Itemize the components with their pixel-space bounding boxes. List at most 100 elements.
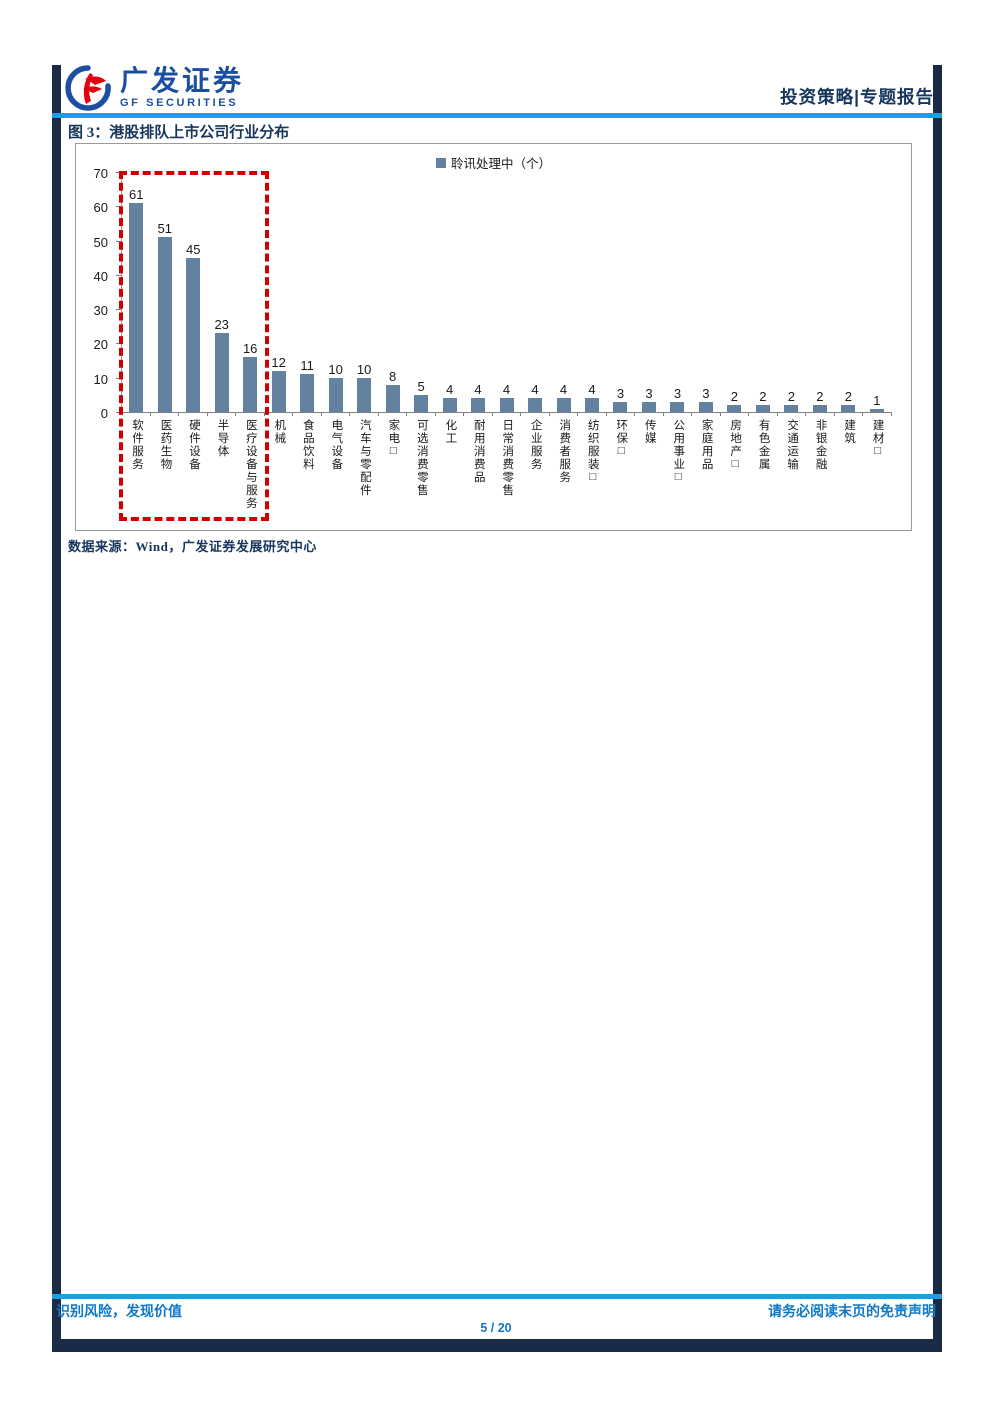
- bar: 3: [641, 386, 656, 412]
- bar: 2: [784, 389, 799, 412]
- bar-slot: 4 化工: [435, 173, 465, 445]
- bar-category-label: 医药生物: [159, 419, 172, 471]
- bar-slot: 4 消费者服务: [549, 173, 579, 484]
- bar: 10: [328, 362, 343, 412]
- bar-category-label: 电气设备: [330, 419, 343, 471]
- legend-swatch-icon: [435, 157, 446, 168]
- y-tick-mark: [116, 309, 121, 311]
- bar-slot: 3 家庭用品: [692, 173, 722, 471]
- data-source-note: 数据来源：Wind，广发证券发展研究中心: [68, 539, 317, 554]
- bar-category-label: 硬件设备: [187, 419, 200, 471]
- bar-value-label: 4: [588, 382, 596, 397]
- bar-slot: 3 公用事业□: [663, 173, 693, 485]
- y-tick-mark: [116, 274, 121, 276]
- bar-value-label: 23: [214, 317, 229, 332]
- bar-value-label: 3: [673, 386, 682, 401]
- bar: 5: [414, 379, 429, 412]
- bar-category-label: 建材□: [871, 419, 884, 459]
- bar-slot: 4 企业服务: [521, 173, 551, 471]
- logo-text: 广发证券 GF SECURITIES: [120, 66, 244, 110]
- bar-slot: 16 医疗设备与服务: [236, 173, 266, 510]
- page-frame-bottom: [52, 1339, 942, 1352]
- bar-value-label: 51: [157, 221, 172, 236]
- bar-category-label: 可选消费零售: [415, 419, 428, 497]
- bar: 23: [214, 317, 229, 412]
- y-tick-label: 50: [93, 234, 108, 250]
- bar-value-label: 3: [702, 386, 710, 401]
- bar-slot: 2 有色金属: [749, 173, 779, 471]
- bar-category-label: 日常消费零售: [501, 419, 514, 497]
- bar-category-label: 半导体: [216, 419, 229, 458]
- bar-category-label: 建筑: [843, 419, 856, 445]
- footer-divider-line: [52, 1294, 942, 1299]
- bar: 4: [442, 382, 457, 412]
- bar-value-label: 4: [531, 382, 539, 397]
- bar-slot: 10 汽车与零配件: [350, 173, 380, 497]
- y-tick-mark: [116, 343, 121, 345]
- bar: 51: [157, 221, 172, 412]
- bar-value-label: 12: [271, 355, 286, 370]
- bar: 2: [727, 389, 742, 412]
- bar-category-label: 家电□: [387, 419, 400, 459]
- bar: 3: [670, 386, 685, 412]
- gf-securities-logo: 广发证券 GF SECURITIES: [64, 64, 244, 112]
- y-tick-label: 40: [93, 268, 108, 284]
- bar-category-label: 消费者服务: [558, 419, 571, 484]
- brand-name-cn: 广发证券: [120, 65, 245, 96]
- y-tick-mark: [116, 206, 121, 208]
- y-tick-mark: [116, 377, 121, 379]
- bar: 11: [300, 358, 315, 412]
- bar-category-label: 企业服务: [529, 419, 542, 471]
- bar: 2: [841, 389, 856, 412]
- page-number: 5 / 20: [480, 1321, 512, 1335]
- y-tick-mark: [116, 172, 121, 173]
- bar: 45: [186, 242, 200, 412]
- bar-value-label: 4: [445, 382, 454, 397]
- bar: 3: [698, 386, 713, 412]
- bar-value-label: 5: [417, 379, 425, 394]
- bar-value-label: 45: [185, 242, 201, 257]
- bar-category-label: 公用事业□: [672, 419, 685, 485]
- y-tick-mark: [116, 412, 121, 413]
- bar-value-label: 4: [474, 382, 482, 397]
- bar: 2: [755, 389, 770, 412]
- bar: 4: [499, 382, 514, 412]
- y-tick-label: 10: [93, 371, 108, 387]
- bar-value-label: 61: [129, 187, 144, 202]
- footer-slogan: 识别风险，发现价值: [56, 1303, 182, 1319]
- page-frame-right: [933, 65, 942, 1352]
- header-divider-line: [52, 113, 942, 118]
- bar-value-label: 11: [300, 358, 314, 373]
- bar: 3: [613, 386, 628, 412]
- bar-category-label: 汽车与零配件: [358, 419, 371, 497]
- bar-value-label: 2: [844, 389, 852, 404]
- footer-disclaimer-note: 请务必阅读末页的免责声明: [768, 1303, 936, 1319]
- bar-slot: 2 房地产□: [720, 173, 750, 472]
- bar-slot: 4 纺织服装□: [578, 173, 608, 485]
- legend-label: 聆讯处理中（个）: [450, 157, 551, 171]
- brand-name-en: GF SECURITIES: [120, 97, 239, 109]
- chart-legend: 聆讯处理中（个）: [76, 153, 911, 172]
- bar: 4: [556, 382, 571, 412]
- bar-category-label: 传媒: [643, 419, 656, 445]
- bar-category-label: 有色金属: [757, 419, 770, 471]
- y-tick-mark: [116, 240, 121, 242]
- bar-slot: 4 日常消费零售: [492, 173, 522, 497]
- bar: 16: [243, 341, 257, 412]
- y-axis: 0 10 20 30 40 50 60 70: [76, 166, 121, 421]
- bar-value-label: 10: [328, 362, 343, 377]
- bar-slot: 23 半导体: [207, 173, 237, 458]
- bar-slot: 1 建材□: [863, 173, 893, 459]
- bar-category-label: 软件服务: [130, 419, 143, 471]
- bar-slot: 8 家电□: [378, 173, 408, 459]
- bar-value-label: 16: [242, 341, 258, 356]
- bar-slot: 2 建筑: [834, 173, 864, 445]
- gf-logo-icon: [65, 65, 111, 111]
- bar: 2: [812, 389, 827, 412]
- bar-value-label: 4: [559, 382, 568, 397]
- y-tick-label: 60: [93, 200, 108, 216]
- bar-value-label: 8: [388, 369, 397, 384]
- bar-slot: 61 软件服务: [122, 173, 152, 471]
- bar-category-label: 化工: [444, 419, 457, 445]
